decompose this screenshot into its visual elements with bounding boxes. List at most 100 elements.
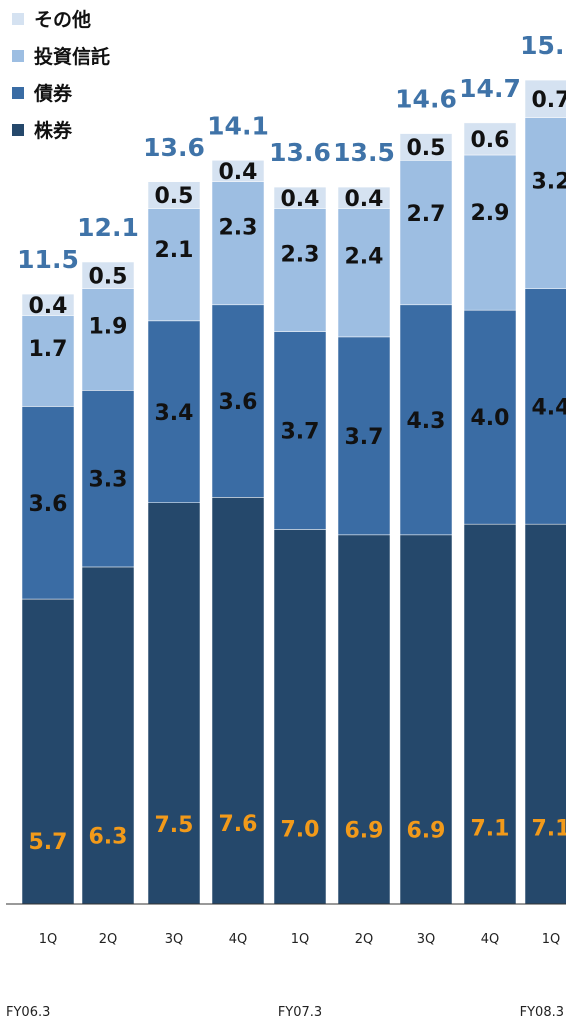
segment-label-3-1: 0.5 <box>89 264 128 289</box>
tick-label-4: 1Q <box>291 932 310 947</box>
segment-label-1-7: 4.0 <box>471 406 510 431</box>
tick-label-1: 2Q <box>99 932 118 947</box>
bar-0-3 <box>211 497 265 905</box>
total-labels: 11.512.113.614.113.613.514.614.715.6 <box>17 31 566 274</box>
bar-1-7 <box>463 309 517 525</box>
tick-label-6: 3Q <box>417 932 436 947</box>
bar-2-2 <box>147 208 201 322</box>
segment-label-1-4: 3.7 <box>281 420 320 445</box>
tick-label-0: 1Q <box>39 932 58 947</box>
segment-label-3-6: 0.5 <box>407 136 446 161</box>
legend-label-1: 投資信託 <box>34 45 110 68</box>
total-label-6: 14.6 <box>395 85 457 114</box>
bar-1-3 <box>211 304 265 498</box>
legend-label-0: その他 <box>34 8 91 31</box>
segment-label-1-1: 3.3 <box>89 468 128 493</box>
total-label-4: 13.6 <box>269 138 331 167</box>
bar-2-5 <box>337 208 391 338</box>
total-label-8: 15.6 <box>520 31 566 60</box>
period-label-2: FY08.3 <box>520 1005 564 1020</box>
total-label-0: 11.5 <box>17 245 79 274</box>
bar-0-1 <box>81 566 135 905</box>
segment-label-3-4: 0.4 <box>281 187 320 212</box>
legend-swatch-1 <box>12 50 24 62</box>
tick-label-8: 1Q <box>542 932 561 947</box>
segment-label-2-3: 2.3 <box>219 216 258 241</box>
bar-0-5 <box>337 534 391 905</box>
bar-3-4 <box>273 186 327 209</box>
segment-label-0-6: 6.9 <box>407 819 446 844</box>
total-label-2: 13.6 <box>143 133 205 162</box>
segment-label-1-8: 4.4 <box>532 395 566 420</box>
segment-label-0-7: 7.1 <box>471 817 510 842</box>
segment-label-2-4: 2.3 <box>281 242 320 267</box>
bar-0-2 <box>147 502 201 905</box>
segment-labels: 5.7 3.6 1.7 0.4 6.3 3.3 1.9 0.5 7.5 3.4 2.1 0.5 7.6 3… <box>29 88 566 855</box>
bar-2-3 <box>211 181 265 306</box>
segment-label-0-3: 7.6 <box>219 812 258 837</box>
bar-1-6 <box>399 304 453 536</box>
total-label-1: 12.1 <box>77 213 139 242</box>
segment-label-3-5: 0.4 <box>345 187 384 212</box>
segment-label-3-8: 0.7 <box>532 88 566 113</box>
bar-3-0 <box>21 293 75 316</box>
tick-label-3: 4Q <box>229 932 248 947</box>
bar-2-1 <box>81 288 135 391</box>
total-label-3: 14.1 <box>207 111 269 140</box>
segment-label-0-0: 5.7 <box>29 830 68 855</box>
period-label-1: FY07.3 <box>278 1005 322 1020</box>
legend-label-3: 株券 <box>34 119 73 142</box>
bar-3-2 <box>147 181 201 209</box>
bars <box>21 79 566 905</box>
tick-label-7: 4Q <box>481 932 500 947</box>
total-label-7: 14.7 <box>459 74 521 103</box>
segment-label-1-0: 3.6 <box>29 492 68 517</box>
bar-3-8 <box>524 79 566 118</box>
segment-label-1-5: 3.7 <box>345 425 384 450</box>
segment-label-2-1: 1.9 <box>89 314 128 339</box>
segment-label-3-2: 0.5 <box>155 184 194 209</box>
segment-label-1-6: 4.3 <box>407 409 446 434</box>
bar-3-7 <box>463 122 517 156</box>
bar-3-5 <box>337 186 391 209</box>
segment-label-3-3: 0.4 <box>219 160 258 185</box>
bar-1-2 <box>147 320 201 503</box>
bar-2-4 <box>273 208 327 332</box>
segment-label-1-3: 3.6 <box>219 390 258 415</box>
segment-label-2-8: 3.2 <box>532 170 566 195</box>
segment-label-0-1: 6.3 <box>89 824 128 849</box>
segment-label-2-6: 2.7 <box>407 202 446 227</box>
bar-0-6 <box>399 534 453 905</box>
x-tick-labels: 1Q 2Q 3Q 4Q 1Q 2Q 3Q 4Q 1Q <box>39 932 561 947</box>
segment-label-2-0: 1.7 <box>29 337 68 362</box>
total-label-5: 13.5 <box>333 138 395 167</box>
segment-label-3-0: 0.4 <box>29 294 68 319</box>
legend-swatch-2 <box>12 87 24 99</box>
segment-label-0-4: 7.0 <box>281 818 320 843</box>
bar-1-4 <box>273 331 327 530</box>
period-label-0: FY06.3 <box>6 1005 50 1020</box>
bar-0-8 <box>524 523 566 905</box>
bar-3-6 <box>399 133 453 161</box>
bar-1-0 <box>21 406 75 600</box>
segment-label-0-8: 7.1 <box>532 817 566 842</box>
segment-label-0-5: 6.9 <box>345 819 384 844</box>
legend-swatch-0 <box>12 13 24 25</box>
bar-0-0 <box>21 598 75 905</box>
bar-2-6 <box>399 160 453 306</box>
bar-1-1 <box>81 390 135 568</box>
segment-label-2-5: 2.4 <box>345 244 384 269</box>
period-labels: FY06.3 FY07.3 FY08.3 <box>6 1005 564 1020</box>
segment-label-1-2: 3.4 <box>155 401 194 426</box>
segment-label-2-2: 2.1 <box>155 238 194 263</box>
segment-label-2-7: 2.9 <box>471 201 510 226</box>
segment-label-3-7: 0.6 <box>471 128 510 153</box>
bar-2-7 <box>463 154 517 311</box>
bar-1-5 <box>337 336 391 536</box>
bar-0-7 <box>463 523 517 905</box>
legend-swatch-3 <box>12 124 24 136</box>
bar-0-4 <box>273 529 327 905</box>
bar-3-1 <box>81 261 135 289</box>
